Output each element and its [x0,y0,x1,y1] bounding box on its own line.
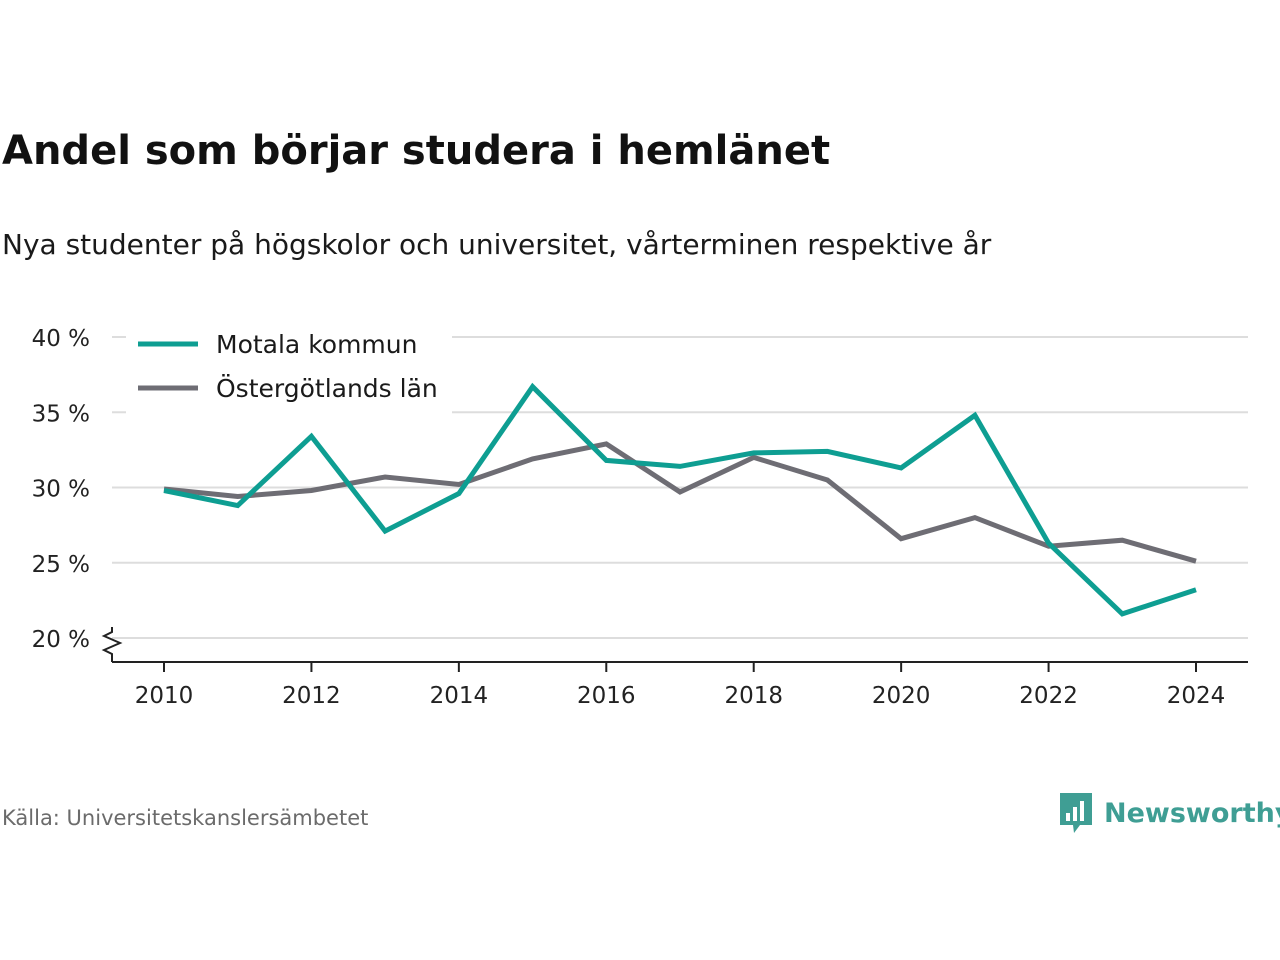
brand-logo: Newsworthy [1058,791,1280,835]
x-tick-label: 2010 [135,683,194,709]
chart-title: Andel som börjar studera i hemlänet [2,128,831,174]
y-tick-label: 20 % [32,627,90,653]
axes: 20 % 25 % 30 % 35 % 40 % 2010 2012 2014 2016 2018… [32,326,1248,709]
y-tick-label: 30 % [32,477,90,503]
y-tick-label: 25 % [32,552,90,578]
y-tick-label: 35 % [32,401,90,427]
x-tick-label: 2022 [1019,683,1078,709]
newsworthy-logo-icon [1060,793,1092,833]
y-axis-break [101,627,123,662]
chart-subtitle: Nya studenter på högskolor och universit… [2,228,992,261]
x-tick-label: 2018 [724,683,783,709]
x-tick-label: 2012 [282,683,341,709]
x-tick-label: 2016 [577,683,636,709]
legend-label: Östergötlands län [216,374,438,403]
legend-background [126,320,452,414]
brand-name: Newsworthy [1104,797,1280,829]
y-tick-label: 40 % [32,326,90,352]
x-tick-label: 2024 [1167,683,1226,709]
series-lines [163,382,1197,617]
series-line-ostergotland [163,441,1197,564]
legend: Motala kommun Östergötlands län [126,320,452,414]
x-tick-label: 2020 [872,683,931,709]
source-note: Källa: Universitetskanslersämbetet [2,806,369,830]
x-tick-label: 2014 [430,683,489,709]
legend-label: Motala kommun [216,330,417,359]
series-line-motala [163,382,1197,617]
